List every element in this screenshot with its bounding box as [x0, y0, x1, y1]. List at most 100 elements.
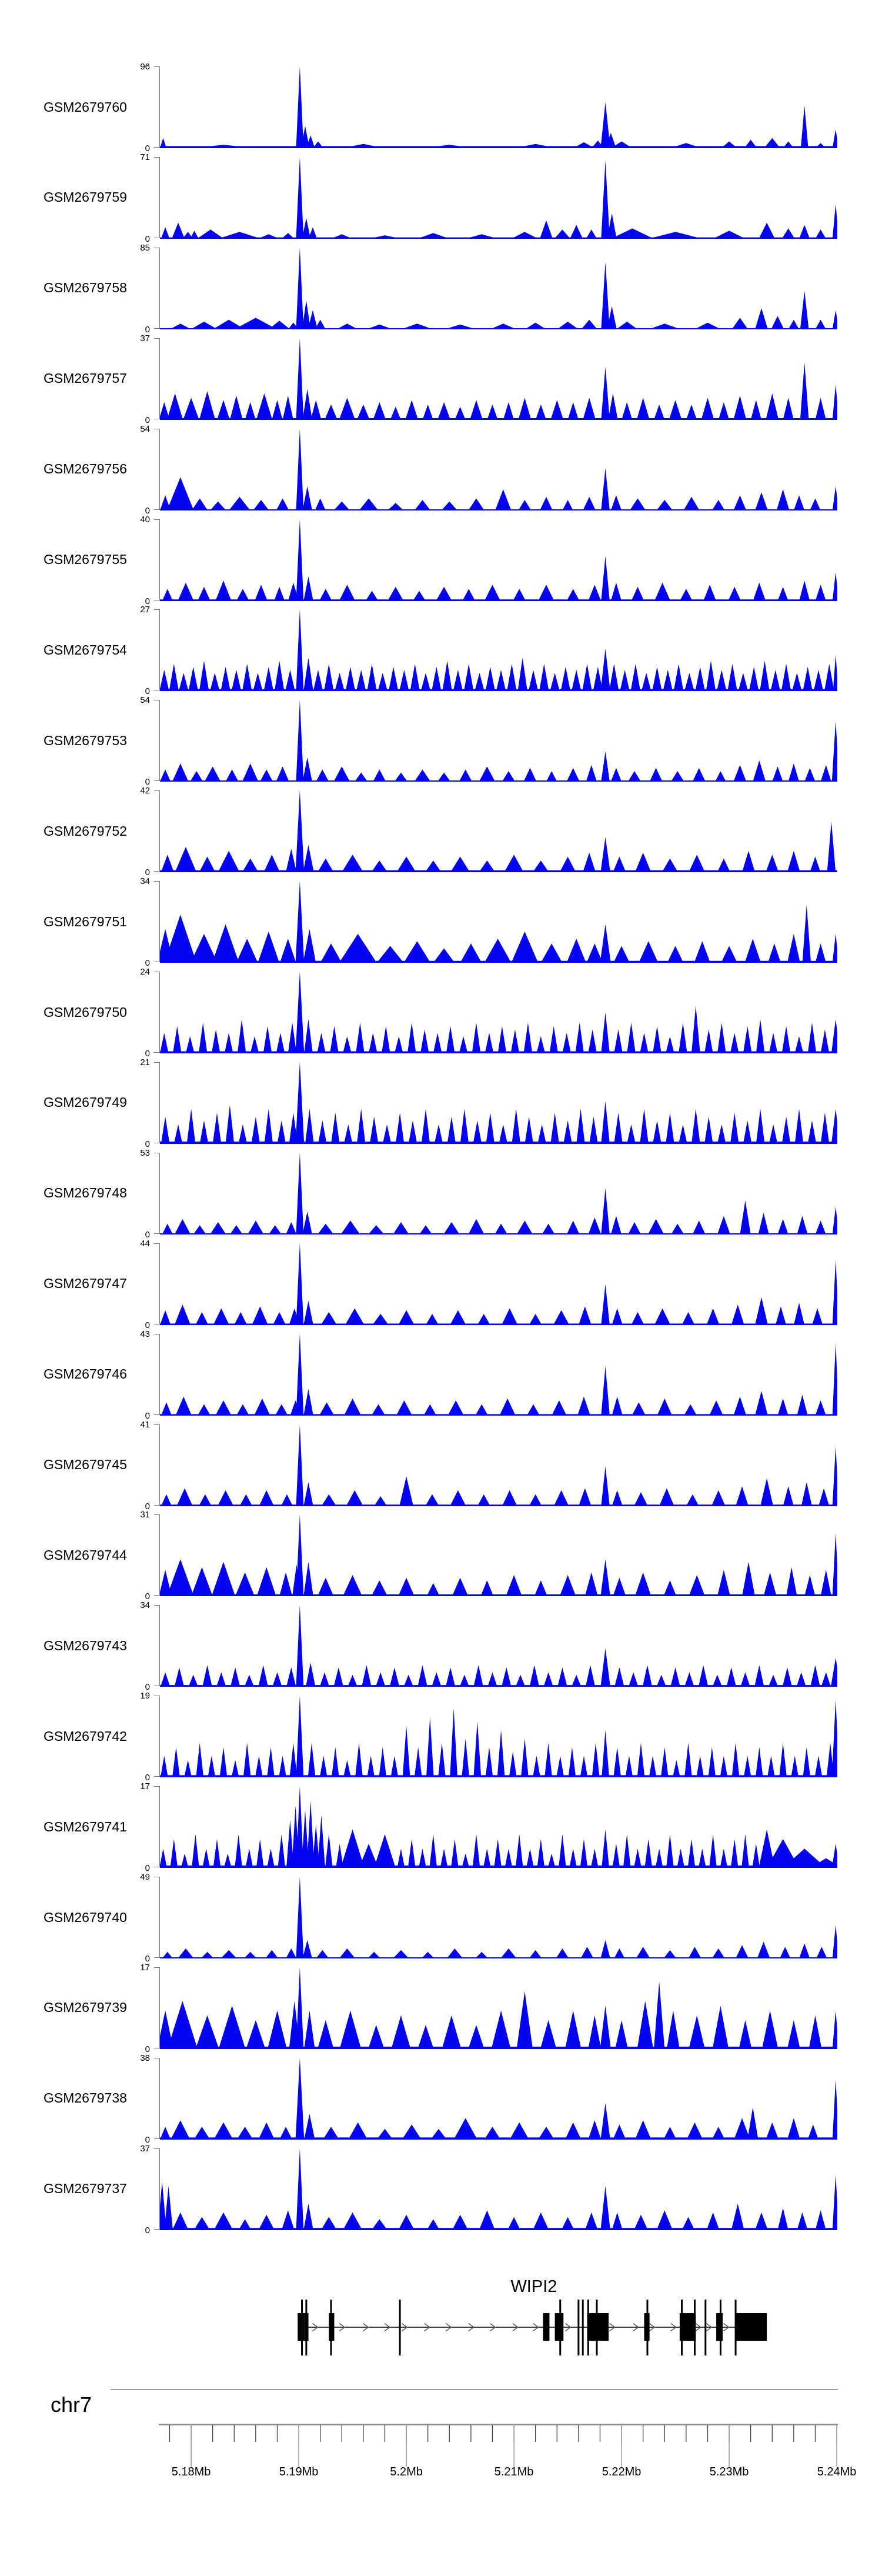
track-ymax-value: 31 [140, 1510, 150, 1520]
track-axis-bracket [154, 1877, 160, 1958]
track-axis-bracket [154, 700, 160, 782]
track-row: GSM2679755 40 0 [0, 515, 882, 606]
track-ymax-value: 71 [140, 152, 150, 162]
track-row: GSM2679752 42 0 [0, 786, 882, 877]
track-zero-value: 0 [145, 1863, 150, 1874]
track-label: GSM2679757 [44, 371, 127, 386]
track-row: GSM2679754 27 0 [0, 605, 882, 696]
gene-model-svg [298, 2300, 767, 2355]
track-row: GSM2679741 17 0 [0, 1781, 882, 1873]
track-axis-bracket [154, 1786, 160, 1868]
track-row: GSM2679748 53 0 [0, 1148, 882, 1240]
track-zero-value: 0 [145, 233, 150, 244]
axis-separator-line [111, 2389, 838, 2391]
track-row: GSM2679749 21 0 [0, 1057, 882, 1149]
coverage-signal-plot [160, 1152, 837, 1234]
track-label: GSM2679740 [44, 1909, 127, 1925]
track-ymax-value: 19 [140, 1691, 150, 1701]
coverage-signal-plot [160, 1062, 837, 1144]
track-ymax-value: 44 [140, 1238, 150, 1249]
track-zero-value: 0 [145, 1410, 150, 1421]
track-row: GSM2679747 44 0 [0, 1239, 882, 1330]
track-axis-bracket [154, 156, 160, 238]
track-label: GSM2679754 [44, 642, 127, 658]
track-label: GSM2679744 [44, 1547, 127, 1563]
coverage-signal-plot [160, 972, 837, 1053]
ruler-tick-label: 5.18Mb [171, 2465, 211, 2478]
coverage-signal-plot [160, 519, 837, 601]
coverage-signal-plot [160, 609, 837, 692]
coverage-signal-plot [160, 2057, 837, 2140]
track-label: GSM2679758 [44, 280, 127, 296]
track-ymax-value: 42 [140, 786, 150, 796]
track-axis-bracket [154, 519, 160, 600]
track-zero-value: 0 [145, 1773, 150, 1783]
track-row: GSM2679758 85 0 [0, 243, 882, 335]
track-zero-value: 0 [145, 1591, 150, 1602]
track-row: GSM2679742 19 0 [0, 1691, 882, 1783]
ruler-tick-label: 5.23Mb [709, 2465, 749, 2478]
track-zero-value: 0 [145, 2044, 150, 2054]
track-zero-value: 0 [145, 1320, 150, 1330]
track-axis-bracket [154, 790, 160, 872]
track-row: GSM2679751 34 0 [0, 876, 882, 968]
track-zero-value: 0 [145, 1501, 150, 1511]
track-zero-value: 0 [145, 505, 150, 516]
track-ymax-value: 96 [140, 62, 150, 72]
track-row: GSM2679739 17 0 [0, 1963, 882, 2054]
track-row: GSM2679743 34 0 [0, 1600, 882, 1692]
track-ymax-value: 41 [140, 1419, 150, 1430]
track-ymax-value: 24 [140, 967, 150, 977]
track-zero-value: 0 [145, 2225, 150, 2235]
track-zero-value: 0 [145, 867, 150, 878]
coverage-signal-plot [160, 1243, 837, 1325]
track-zero-value: 0 [145, 777, 150, 788]
track-axis-bracket [154, 1062, 160, 1143]
track-label: GSM2679746 [44, 1366, 127, 1382]
coverage-signal-plot [160, 881, 837, 963]
chromosome-label: chr7 [51, 2393, 92, 2417]
coverage-signal-plot [160, 1786, 837, 1868]
coverage-signal-plot [160, 1605, 837, 1687]
track-axis-bracket [154, 428, 160, 510]
coverage-signal-plot [160, 1696, 837, 1778]
track-zero-value: 0 [145, 1139, 150, 1149]
coverage-signal-plot [160, 790, 837, 873]
genome-ruler [159, 2424, 838, 2471]
ruler-tick-label: 5.19Mb [279, 2465, 319, 2478]
track-axis-bracket [154, 1514, 160, 1596]
track-ymax-value: 54 [140, 695, 150, 706]
track-row: GSM2679757 37 0 [0, 333, 882, 425]
track-ymax-value: 27 [140, 605, 150, 615]
track-axis-bracket [154, 1243, 160, 1324]
track-label: GSM2679739 [44, 2000, 127, 2016]
ruler-tick-label: 5.22Mb [602, 2465, 642, 2478]
coverage-signal-plot [160, 1967, 837, 2049]
track-ymax-value: 54 [140, 423, 150, 434]
track-axis-bracket [154, 1967, 160, 2048]
track-axis-bracket [154, 1605, 160, 1687]
track-row: GSM2679756 54 0 [0, 424, 882, 516]
track-zero-value: 0 [145, 144, 150, 154]
ruler-svg [159, 2424, 838, 2467]
track-label: GSM2679760 [44, 99, 127, 115]
coverage-signal-plot [160, 156, 837, 239]
track-label: GSM2679751 [44, 913, 127, 929]
track-label: GSM2679737 [44, 2181, 127, 2197]
track-zero-value: 0 [145, 1229, 150, 1240]
track-row: GSM2679759 71 0 [0, 152, 882, 244]
track-row: GSM2679744 31 0 [0, 1510, 882, 1601]
track-axis-bracket [154, 66, 160, 148]
track-ymax-value: 37 [140, 333, 150, 343]
track-row: GSM2679746 43 0 [0, 1329, 882, 1421]
track-ymax-value: 34 [140, 876, 150, 887]
track-axis-bracket [154, 1152, 160, 1234]
track-label: GSM2679742 [44, 1728, 127, 1744]
ruler-tick-label: 5.21Mb [494, 2465, 534, 2478]
track-ymax-value: 38 [140, 2053, 150, 2063]
track-label: GSM2679749 [44, 1095, 127, 1110]
track-label: GSM2679755 [44, 552, 127, 567]
track-ymax-value: 85 [140, 242, 150, 253]
track-axis-bracket [154, 881, 160, 963]
track-axis-bracket [154, 972, 160, 1053]
